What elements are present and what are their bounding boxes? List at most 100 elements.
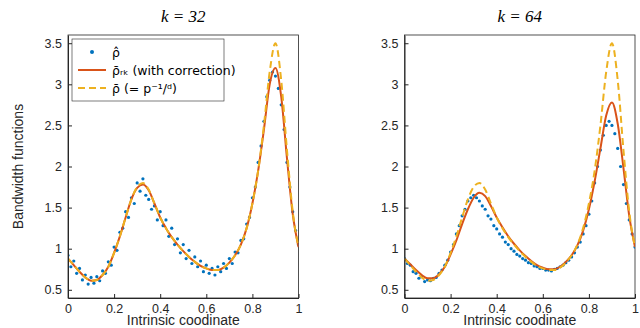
tick: 1 [296, 294, 303, 316]
plot-frame [68, 35, 299, 298]
tick-label: 0.2 [442, 302, 459, 316]
tick-label: 1 [632, 302, 639, 316]
tick: 2.5 [45, 119, 72, 133]
tick-mark [252, 294, 253, 298]
line-series [405, 43, 636, 281]
data-point [182, 243, 185, 246]
tick: 2.5 [381, 119, 408, 133]
legend-symbol [90, 50, 94, 54]
tick-mark [68, 208, 72, 209]
data-point [156, 218, 159, 221]
tick: 0.8 [581, 294, 598, 316]
data-point [492, 224, 495, 227]
data-point [423, 280, 426, 283]
tick-label: 3.5 [381, 37, 398, 51]
panel: 00.20.40.60.810.511.522.533.5k = 64Intri… [381, 7, 639, 328]
tick-label: 2 [55, 160, 62, 174]
tick-label: 1 [296, 302, 303, 316]
data-point [127, 216, 130, 219]
tick: 0.2 [106, 294, 123, 316]
data-point [72, 259, 75, 262]
tick-label: 2.5 [45, 119, 62, 133]
data-point [521, 257, 524, 260]
chart-title: k = 32 [161, 7, 206, 26]
data-point [619, 165, 622, 168]
data-point [518, 254, 521, 257]
tick-mark [68, 249, 72, 250]
tick: 0.2 [442, 294, 459, 316]
data-point [213, 273, 216, 276]
tick-mark [405, 84, 409, 85]
tick: 3 [55, 78, 72, 92]
data-point [147, 198, 150, 201]
tick-mark [206, 294, 207, 298]
panel: 00.20.40.60.810.511.522.533.5k = 32Intri… [10, 7, 303, 328]
tick-label: 3.5 [45, 37, 62, 51]
tick: 3.5 [381, 37, 408, 51]
data-point [170, 227, 173, 230]
scatter-series [68, 70, 299, 285]
data-point [228, 257, 231, 260]
tick-label: 0.5 [45, 283, 62, 297]
tick-label: 2 [392, 160, 399, 174]
tick: 1.5 [381, 201, 408, 215]
tick-mark [405, 290, 409, 291]
data-point [216, 265, 219, 268]
tick-label: 3 [55, 78, 62, 92]
tick-label: 0 [65, 302, 72, 316]
y-axis: 0.5 1 1.5 2 2.5 3 3.5 [45, 36, 72, 299]
tick-label: 0.8 [581, 302, 598, 316]
data-point [489, 218, 492, 221]
data-point [144, 194, 147, 197]
data-point [507, 243, 510, 246]
data-point [610, 124, 613, 127]
tick: 3.5 [45, 37, 72, 51]
data-point [222, 262, 225, 265]
data-point [510, 247, 513, 250]
y-axis-title: Bandwidth functions [10, 104, 26, 229]
x-axis-title: Intrinsic coodinate [463, 312, 576, 328]
tick-mark [114, 294, 115, 298]
x-axis-title: Intrinsic coodinate [127, 312, 240, 328]
data-point [607, 120, 610, 123]
data-point [498, 232, 501, 235]
tick-label: 1 [55, 242, 62, 256]
tick-label: 0.8 [244, 302, 261, 316]
tick: 1 [392, 242, 409, 256]
data-point [89, 276, 92, 279]
chart-title: k = 64 [497, 7, 542, 26]
data-point [613, 132, 616, 135]
tick: 0.5 [45, 283, 72, 297]
tick-mark [589, 294, 590, 298]
tick-mark [451, 294, 452, 298]
data-point [231, 262, 234, 265]
tick-mark [160, 294, 161, 298]
tick-mark [405, 249, 409, 250]
data-point [616, 147, 619, 150]
legend-label: ρ̄ (= p⁻¹/ᵈ) [112, 81, 177, 96]
tick: 1 [632, 294, 639, 316]
data-point [185, 257, 188, 260]
tick: 3 [392, 78, 409, 92]
figure: 00.20.40.60.810.511.522.533.5k = 32Intri… [0, 0, 640, 328]
tick-mark [68, 290, 72, 291]
data-point [95, 275, 98, 278]
tick-label: 1.5 [45, 201, 62, 215]
data-point [138, 190, 141, 193]
tick-mark [68, 84, 72, 85]
tick-mark [68, 167, 72, 168]
data-point [81, 278, 84, 281]
data-point [208, 272, 211, 275]
tick-label: 2.5 [381, 119, 398, 133]
data-point [133, 202, 136, 205]
tick-mark [68, 125, 72, 126]
tick-label: 0.2 [106, 302, 123, 316]
tick-mark [405, 167, 409, 168]
data-point [87, 282, 90, 285]
data-point [187, 249, 190, 252]
axis-line [69, 298, 300, 299]
tick: 0.8 [244, 294, 261, 316]
tick: 1 [55, 242, 72, 256]
tick-label: 1.5 [381, 201, 398, 215]
tick: 2 [55, 160, 72, 174]
